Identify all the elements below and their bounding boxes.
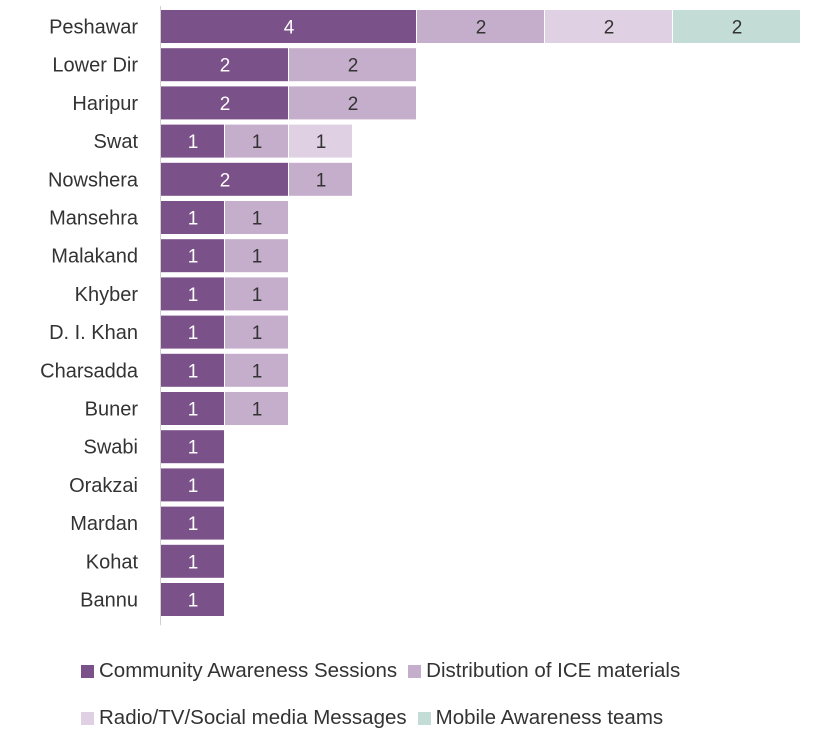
- legend-item: Distribution of ICE materials: [408, 659, 680, 683]
- legend-label: Community Awareness Sessions: [99, 659, 398, 682]
- data-label: 1: [316, 170, 327, 191]
- legend-swatch: [408, 664, 422, 678]
- bar-segment: [161, 353, 224, 387]
- bar-segment: [289, 48, 416, 82]
- data-label: 2: [604, 18, 615, 39]
- bar-segment: [673, 10, 800, 43]
- bar-segment: [225, 239, 288, 273]
- data-label: 1: [188, 476, 199, 497]
- legend-item: Radio/TV/Social media Messages: [81, 706, 407, 730]
- data-label: 1: [316, 132, 327, 153]
- bar-segment: [161, 277, 224, 311]
- legend-swatch: [81, 664, 94, 678]
- data-label: 2: [220, 56, 231, 77]
- bar-segment: [225, 392, 288, 425]
- data-label: 1: [188, 438, 199, 459]
- bar-segment: [289, 124, 352, 158]
- legend-swatch: [81, 711, 94, 725]
- stacked-bar-chart: Peshawar Lower Dir Haripur Swat Nowshera Mans…: [40, 6, 800, 626]
- bar-segment: [225, 315, 288, 349]
- category-label: D. I. Khan: [49, 322, 138, 344]
- bar-segment: [161, 239, 224, 273]
- bar-segment: [161, 583, 224, 616]
- data-label: 1: [252, 247, 263, 268]
- category-label: Mansehra: [49, 208, 139, 230]
- category-label: Mardan: [70, 513, 138, 535]
- category-label: Buner: [85, 399, 139, 421]
- data-label: 2: [732, 18, 743, 39]
- data-label: 2: [476, 18, 487, 39]
- data-label: 2: [348, 56, 359, 77]
- data-label: 1: [252, 285, 263, 306]
- bar-segment: [161, 315, 224, 349]
- data-label: 1: [188, 361, 199, 382]
- bar-segment: [161, 468, 224, 502]
- category-label: Lower Dir: [52, 55, 138, 77]
- category-labels: Peshawar Lower Dir Haripur Swat Nowshera Mans…: [40, 17, 139, 612]
- data-label: 1: [188, 209, 199, 230]
- bar-segment: [161, 544, 224, 578]
- category-label: Swabi: [84, 437, 138, 459]
- data-label: 2: [348, 94, 359, 115]
- data-label: 1: [188, 285, 199, 306]
- data-label: 1: [188, 247, 199, 268]
- data-label: 1: [252, 361, 263, 382]
- category-label: Swat: [94, 131, 139, 153]
- legend-label: Radio/TV/Social media Messages: [99, 706, 407, 729]
- bar-segment: [225, 277, 288, 311]
- data-label: 2: [220, 170, 231, 191]
- bar-segment: [161, 201, 224, 234]
- category-label: Peshawar: [49, 17, 138, 39]
- category-label: Malakand: [51, 246, 138, 268]
- data-label: 1: [188, 591, 199, 612]
- bar-segment: [161, 48, 288, 82]
- bar-segment: [161, 86, 288, 120]
- legend-row-2: Radio/TV/Social media Messages Mobile Aw…: [81, 706, 674, 730]
- bar-segment: [225, 124, 288, 158]
- data-label: 1: [188, 552, 199, 573]
- bar-segment: [225, 353, 288, 387]
- data-label: 1: [252, 323, 263, 344]
- legend-item: Mobile Awareness teams: [417, 706, 664, 730]
- data-label: 4: [284, 18, 295, 39]
- bar-segment: [545, 10, 672, 43]
- bar-segment: [161, 124, 224, 158]
- category-label: Nowshera: [48, 169, 139, 191]
- data-label: 2: [220, 94, 231, 115]
- legend-label: Mobile Awareness teams: [435, 706, 664, 729]
- data-label: 1: [188, 400, 199, 421]
- category-label: Orakzai: [69, 475, 138, 497]
- bar-segment: [161, 430, 224, 464]
- data-label: 1: [188, 132, 199, 153]
- legend-swatch: [417, 711, 431, 725]
- data-label: 1: [252, 209, 263, 230]
- data-label: 1: [252, 400, 263, 421]
- category-label: Bannu: [80, 590, 138, 612]
- legend-label: Distribution of ICE materials: [426, 659, 681, 682]
- bar-segment: [417, 10, 544, 43]
- category-label: Khyber: [75, 284, 139, 306]
- category-label: Kohat: [86, 551, 139, 573]
- legend-row-1: Community Awareness Sessions Distributio…: [81, 659, 691, 683]
- category-label: Charsadda: [40, 360, 139, 382]
- bar-segment: [289, 86, 416, 120]
- data-label: 1: [188, 323, 199, 344]
- bar-segment: [289, 162, 352, 196]
- data-label: 1: [252, 132, 263, 153]
- bar-segment: [225, 201, 288, 234]
- data-label: 1: [188, 514, 199, 535]
- bar-segment: [161, 506, 224, 540]
- bar-segment: [161, 10, 416, 43]
- bar-segment: [161, 162, 288, 196]
- bar-segment: [161, 392, 224, 425]
- category-label: Haripur: [72, 93, 138, 115]
- legend-item: Community Awareness Sessions: [81, 659, 397, 683]
